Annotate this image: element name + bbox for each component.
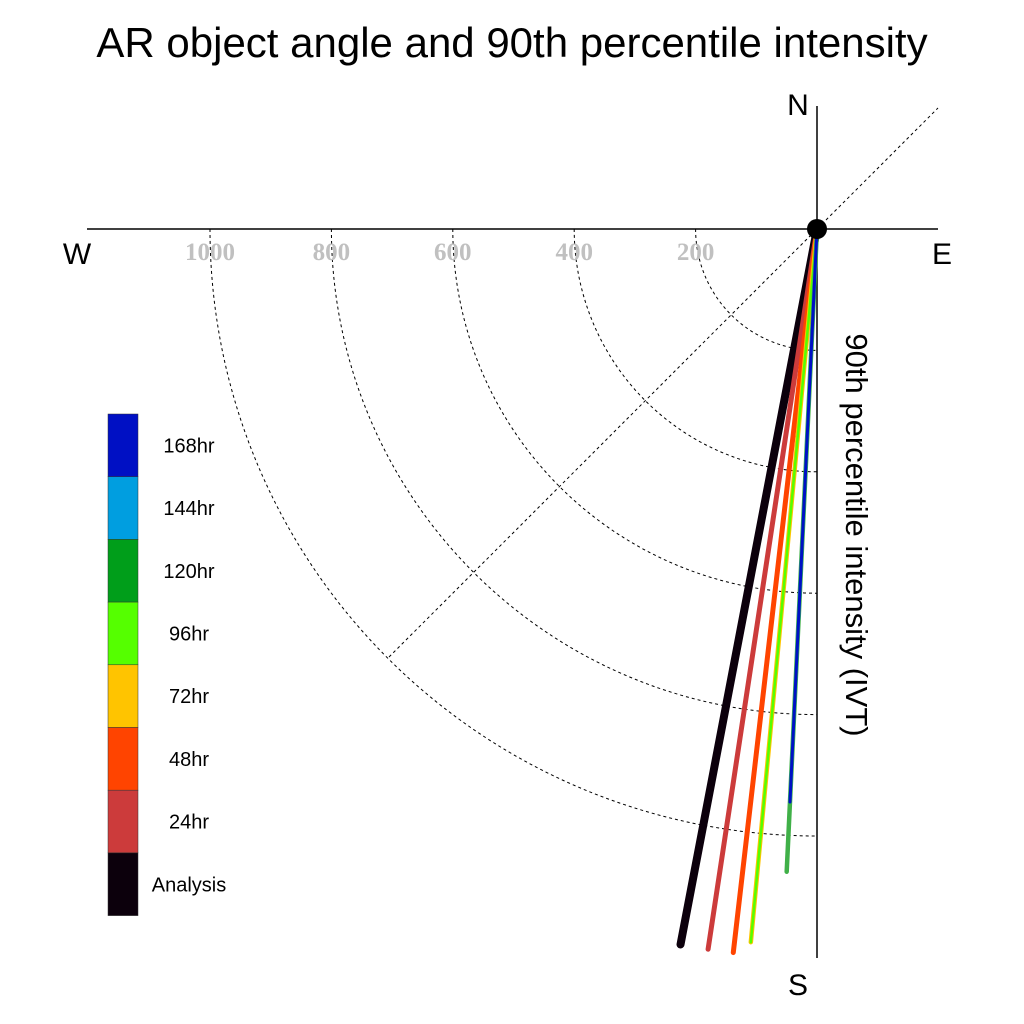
legend-label-analysis: Analysis [152,874,226,896]
compass-west: W [63,238,92,271]
legend: 168hr 144hr 120hr 96hr 72hr 48hr 24hr Analysis [107,413,226,916]
vector-48hr [730,226,820,956]
legend-label-24hr: 24hr [169,812,209,834]
grid-ring-800 [330,228,818,716]
legend-label-144hr: 144hr [163,498,214,520]
legend-swatch-144hr [107,476,139,540]
legend-swatch-72hr [107,664,139,728]
grid-ring-1000 [209,228,818,837]
radial-tick-labels: 200 400 600 800 1000 [185,239,714,266]
polar-grid [209,107,939,837]
legend-label-96hr: 96hr [169,623,209,645]
origin-marker [807,219,827,239]
radial-tick-label-200: 200 [677,239,715,266]
radial-tick-label-1000: 1000 [185,239,235,266]
legend-swatch-24hr [107,789,139,854]
legend-swatch-120hr [107,539,139,603]
chart-title: AR object angle and 90th percentile inte… [96,19,927,66]
vector-analysis [676,225,821,949]
angle-vectors [676,225,821,956]
legend-label-48hr: 48hr [169,749,209,771]
legend-swatch-48hr [107,727,139,791]
legend-swatch-96hr [107,601,139,666]
legend-label-168hr: 168hr [163,435,214,457]
radial-tick-label-800: 800 [313,239,351,266]
legend-swatch-168hr [107,413,139,477]
grid-ring-600 [452,228,818,594]
vector-24hr [705,226,820,952]
vector-168hr [788,227,819,804]
grid-ring-400 [573,228,818,473]
legend-label-120hr: 120hr [163,561,214,583]
compass-east: E [932,238,952,271]
legend-label-72hr: 72hr [169,686,209,708]
compass-south: S [788,969,808,1002]
compass-north: N [787,89,809,122]
legend-swatch-analysis [107,852,139,916]
radial-axis-label: 90th percentile intensity (IVT) [839,333,874,736]
radial-tick-label-600: 600 [434,239,472,266]
vector-96hr [749,227,819,944]
radial-tick-label-400: 400 [555,239,593,266]
